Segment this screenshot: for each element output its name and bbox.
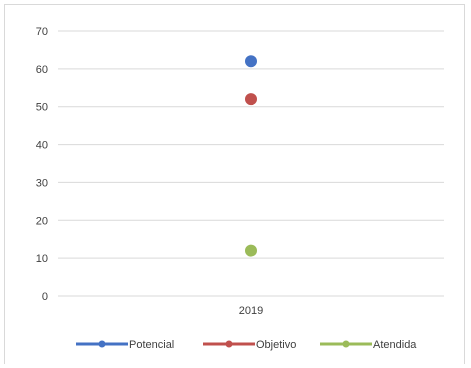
y-tick-label: 60 bbox=[36, 64, 48, 76]
point-objetivo bbox=[245, 93, 257, 106]
y-tick-label: 30 bbox=[36, 177, 48, 189]
data-points bbox=[245, 55, 257, 257]
point-potencial bbox=[245, 55, 257, 68]
legend-dot-marker bbox=[98, 340, 106, 348]
legend-item-potencial: Potencial bbox=[76, 339, 174, 351]
legend-item-atendida: Atendida bbox=[320, 339, 417, 351]
legend-label: Atendida bbox=[373, 339, 417, 351]
chart-frame bbox=[4, 4, 465, 364]
legend-label: Potencial bbox=[129, 339, 174, 351]
legend: Potencial Objetivo Atendida bbox=[76, 339, 417, 351]
legend-dot-marker bbox=[225, 340, 233, 348]
x-axis-ticks: 2019 bbox=[239, 305, 263, 317]
gridlines bbox=[58, 30, 444, 297]
legend-dot-marker bbox=[342, 340, 350, 348]
y-tick-label: 20 bbox=[36, 215, 48, 227]
y-tick-label: 10 bbox=[36, 253, 48, 265]
y-tick-label: 0 bbox=[42, 291, 48, 303]
y-tick-label: 40 bbox=[36, 140, 48, 152]
x-tick-label: 2019 bbox=[239, 305, 263, 317]
y-tick-label: 70 bbox=[36, 26, 48, 38]
legend-label: Objetivo bbox=[256, 339, 296, 351]
legend-item-objetivo: Objetivo bbox=[203, 339, 296, 351]
y-tick-label: 50 bbox=[36, 102, 48, 114]
y-axis-ticks: 0 10 20 30 40 50 60 70 bbox=[36, 26, 48, 303]
point-atendida bbox=[245, 244, 257, 257]
